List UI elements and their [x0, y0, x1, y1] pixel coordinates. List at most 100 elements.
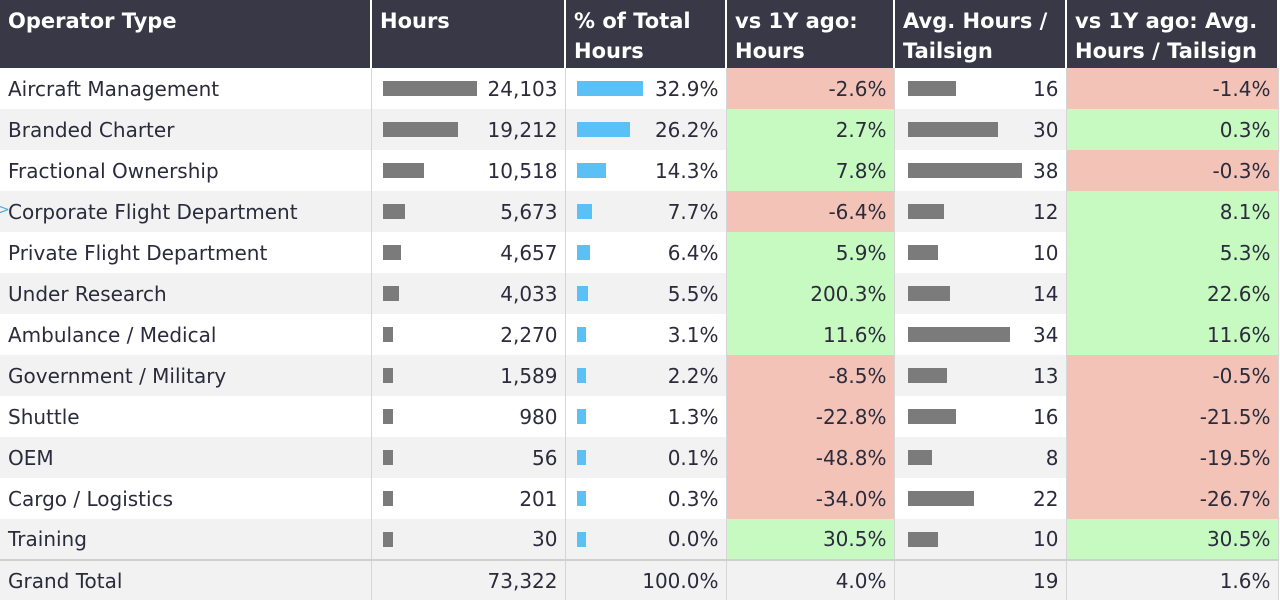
- pct-cell: 7.7%: [565, 191, 727, 232]
- hours-cell: 1,589: [371, 355, 566, 396]
- operator-type-cell[interactable]: > Corporate Flight Department: [0, 191, 372, 232]
- pct-cell: 1.3%: [565, 396, 727, 437]
- hours-cell: 201: [371, 478, 566, 519]
- header-vs-1y-hours[interactable]: vs 1Y ago: Hours: [726, 0, 895, 68]
- table-row[interactable]: Government / Military 1,589 2.2% -8.5% 13 -0.…: [0, 355, 1279, 396]
- pct-bar: [576, 204, 592, 219]
- hours-bar: [382, 163, 424, 178]
- avg-cell: 12: [894, 191, 1067, 232]
- avg-cell: 10: [894, 232, 1067, 273]
- vs-hours-cell: 2.7%: [726, 109, 895, 150]
- table-row[interactable]: Fractional Ownership 10,518 14.3% 7.8% 38 -0.…: [0, 150, 1279, 191]
- pct-value: 26.2%: [654, 117, 719, 142]
- vs-avg-cell: -0.3%: [1066, 150, 1279, 191]
- avg-cell: 22: [894, 478, 1067, 519]
- operator-type-cell[interactable]: Training: [0, 519, 372, 560]
- table-row[interactable]: Cargo / Logistics 201 0.3% -34.0% 22 -26.7%: [0, 478, 1279, 519]
- operator-type-cell[interactable]: Ambulance / Medical: [0, 314, 372, 355]
- table-row[interactable]: OEM 56 0.1% -48.8% 8 -19.5%: [0, 437, 1279, 478]
- pct-bar: [576, 286, 588, 301]
- vs-avg-cell: 5.3%: [1066, 232, 1279, 273]
- hours-bar: [382, 81, 477, 96]
- avg-cell: 8: [894, 437, 1067, 478]
- pct-value: 6.4%: [667, 240, 719, 265]
- table-row[interactable]: Shuttle 980 1.3% -22.8% 16 -21.5%: [0, 396, 1279, 437]
- pct-cell: 0.0%: [565, 519, 727, 560]
- operator-type-cell[interactable]: Fractional Ownership: [0, 150, 372, 191]
- pct-value: 5.5%: [667, 281, 719, 306]
- table-row[interactable]: Under Research 4,033 5.5% 200.3% 14 22.6%: [0, 273, 1279, 314]
- header-operator-type[interactable]: Operator Type: [0, 0, 372, 68]
- hours-value: 5,673: [500, 199, 558, 224]
- hours-cell: 24,103: [371, 68, 566, 109]
- vs-avg-cell: -26.7%: [1066, 478, 1279, 519]
- operator-type-cell[interactable]: Branded Charter: [0, 109, 372, 150]
- header-vs-1y-avg-hours[interactable]: vs 1Y ago: Avg. Hours / Tailsign: [1066, 0, 1279, 68]
- pct-bar: [576, 81, 643, 96]
- operator-type-label: Aircraft Management: [8, 76, 220, 101]
- avg-value: 34: [1033, 322, 1059, 347]
- avg-value: 13: [1033, 363, 1059, 388]
- vs-hours-cell: -8.5%: [726, 355, 895, 396]
- vs-hours-cell: -22.8%: [726, 396, 895, 437]
- table-row[interactable]: > Corporate Flight Department 5,673 7.7% -6.…: [0, 191, 1279, 232]
- vs-hours-cell: 7.8%: [726, 150, 895, 191]
- table-row[interactable]: Branded Charter 19,212 26.2% 2.7% 30 0.3%: [0, 109, 1279, 150]
- hours-bar: [382, 204, 405, 219]
- vs-avg-cell: -1.4%: [1066, 68, 1279, 109]
- operator-type-cell[interactable]: Cargo / Logistics: [0, 478, 372, 519]
- vs-hours-cell: -48.8%: [726, 437, 895, 478]
- header-avg-hours-tailsign[interactable]: Avg. Hours / Tailsign: [894, 0, 1067, 68]
- hours-cell: 19,212: [371, 109, 566, 150]
- avg-bar: [907, 368, 947, 383]
- vs-hours-cell: -6.4%: [726, 191, 895, 232]
- table-row[interactable]: Aircraft Management 24,103 32.9% -2.6% 16 -1.…: [0, 68, 1279, 109]
- vs-avg-cell: 22.6%: [1066, 273, 1279, 314]
- pct-bar: [576, 491, 586, 506]
- pct-bar: [576, 245, 590, 260]
- table-row[interactable]: Training 30 0.0% 30.5% 10 30.5%: [0, 519, 1279, 560]
- avg-value: 38: [1033, 158, 1059, 183]
- grand-total-row: Grand Total 73,322 100.0% 4.0% 19 1.6%: [0, 559, 1279, 600]
- avg-value: 16: [1033, 76, 1059, 101]
- operator-type-cell[interactable]: Government / Military: [0, 355, 372, 396]
- operator-type-cell[interactable]: Under Research: [0, 273, 372, 314]
- pct-value: 2.2%: [667, 363, 719, 388]
- hours-bar: [382, 531, 393, 547]
- operator-type-label: Government / Military: [8, 363, 227, 388]
- operator-type-label: Shuttle: [8, 404, 80, 429]
- table-row[interactable]: Ambulance / Medical 2,270 3.1% 11.6% 34 11.6%: [0, 314, 1279, 355]
- total-vs-avg: 1.6%: [1066, 559, 1279, 600]
- table-row[interactable]: Private Flight Department 4,657 6.4% 5.9% 10…: [0, 232, 1279, 273]
- header-pct-total-hours[interactable]: % of Total Hours: [565, 0, 727, 68]
- pct-cell: 0.3%: [565, 478, 727, 519]
- row-pointer-icon: >: [0, 202, 10, 218]
- vs-hours-cell: 11.6%: [726, 314, 895, 355]
- hours-value: 10,518: [487, 158, 558, 183]
- operator-type-cell[interactable]: Private Flight Department: [0, 232, 372, 273]
- hours-value: 24,103: [487, 76, 558, 101]
- avg-value: 8: [1045, 445, 1059, 470]
- pct-bar: [576, 368, 586, 383]
- avg-value: 16: [1033, 404, 1059, 429]
- operator-type-cell[interactable]: OEM: [0, 437, 372, 478]
- total-hours: 73,322: [371, 559, 566, 600]
- operator-type-cell[interactable]: Aircraft Management: [0, 68, 372, 109]
- pct-value: 0.3%: [667, 486, 719, 511]
- operator-type-cell[interactable]: Shuttle: [0, 396, 372, 437]
- hours-value: 56: [532, 445, 558, 470]
- avg-bar: [907, 204, 944, 219]
- hours-value: 2,270: [500, 322, 558, 347]
- pct-cell: 14.3%: [565, 150, 727, 191]
- avg-value: 12: [1033, 199, 1059, 224]
- operator-type-label: Branded Charter: [8, 117, 175, 142]
- pct-value: 32.9%: [654, 76, 719, 101]
- pct-value: 14.3%: [654, 158, 719, 183]
- avg-cell: 10: [894, 519, 1067, 560]
- vs-avg-cell: -19.5%: [1066, 437, 1279, 478]
- operator-type-label: Private Flight Department: [8, 240, 268, 265]
- avg-bar: [907, 327, 1010, 342]
- header-hours[interactable]: Hours: [371, 0, 566, 68]
- operator-type-label: OEM: [8, 445, 54, 470]
- hours-cell: 5,673: [371, 191, 566, 232]
